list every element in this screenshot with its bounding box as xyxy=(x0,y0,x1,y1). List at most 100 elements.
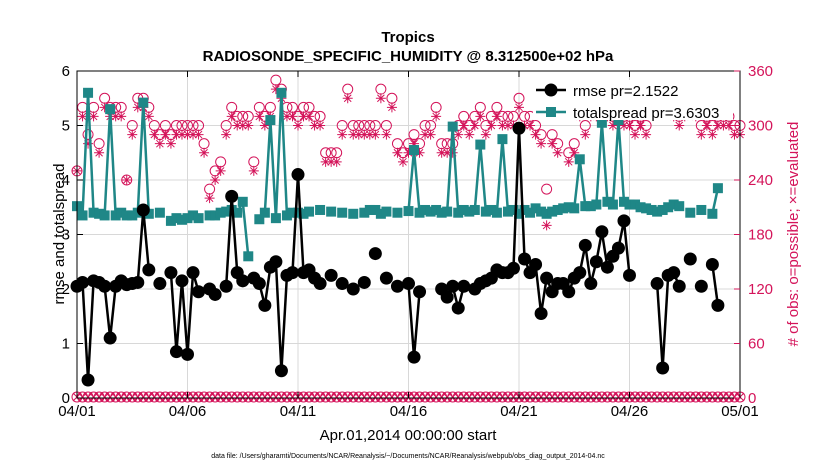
rmse-point xyxy=(711,298,725,312)
rmse-point xyxy=(291,168,305,182)
evaluated-obs-marker xyxy=(447,147,458,158)
evaluated-obs-marker xyxy=(370,129,381,140)
totalspread-point xyxy=(270,213,281,224)
totalspread-point xyxy=(370,204,381,215)
totalspread-point xyxy=(182,213,193,224)
evaluated-obs-marker xyxy=(165,138,176,149)
evaluated-obs-marker xyxy=(342,93,353,104)
totalspread-point xyxy=(525,207,536,218)
evaluated-obs-marker xyxy=(315,120,326,131)
totalspread-point xyxy=(569,203,580,214)
evaluated-obs-marker xyxy=(110,111,121,122)
totalspread-point xyxy=(480,206,491,217)
totalspread-point xyxy=(138,97,149,108)
rmse-point xyxy=(623,268,636,282)
evaluated-obs-marker xyxy=(149,129,160,140)
totalspread-point xyxy=(375,208,386,219)
totalspread-point xyxy=(254,214,265,225)
totalspread-point xyxy=(409,145,420,156)
rmse-point xyxy=(446,279,460,293)
totalspread-point xyxy=(536,206,547,217)
evaluated-obs-marker xyxy=(563,156,574,167)
totalspread-point xyxy=(364,204,375,215)
rmse-point xyxy=(175,274,189,288)
evaluated-obs-marker xyxy=(480,129,491,140)
y-axis-label-left: rmse and totalspread xyxy=(51,164,68,305)
rmse-point xyxy=(346,282,360,296)
y-tick-label-left: 5 xyxy=(62,118,70,135)
evaluated-obs-marker xyxy=(116,111,127,122)
rmse-point xyxy=(683,252,697,266)
totalspread-point xyxy=(613,115,624,126)
legend: rmse pr=2.1522 totalspread pr=3.6303 xyxy=(533,80,733,122)
evaluated-obs-marker xyxy=(364,129,375,140)
rmse-point xyxy=(76,275,90,289)
totalspread-point xyxy=(193,213,204,224)
evaluated-obs-marker xyxy=(304,111,315,122)
evaluated-obs-marker xyxy=(182,129,193,140)
totalspread-point xyxy=(348,208,359,219)
y-tick-label-left: 2 xyxy=(62,281,70,298)
evaluated-obs-marker xyxy=(210,175,221,185)
evaluated-obs-marker xyxy=(497,120,508,131)
y-tick-label-left: 4 xyxy=(62,172,70,189)
totalspread-point xyxy=(469,204,480,215)
totalspread-point xyxy=(359,207,370,218)
totalspread-point xyxy=(143,208,154,219)
rmse-point xyxy=(153,277,167,291)
totalspread-point xyxy=(696,204,707,215)
y-tick-label-right: 60 xyxy=(748,336,765,353)
totalspread-point xyxy=(105,104,116,115)
line-series xyxy=(70,87,725,387)
rmse-point xyxy=(136,203,150,217)
totalspread-point xyxy=(558,203,569,214)
totalspread-point xyxy=(77,210,88,221)
totalspread-point xyxy=(646,204,657,215)
totalspread-point xyxy=(99,210,110,221)
rmse-point xyxy=(584,277,598,291)
rmse-point xyxy=(518,252,532,266)
evaluated-obs-marker xyxy=(530,129,541,140)
totalspread-point xyxy=(514,208,524,219)
evaluated-obs-marker xyxy=(193,129,204,140)
evaluated-obs-marker xyxy=(718,120,729,131)
rmse-point xyxy=(169,345,183,359)
y-tick-label-right: 300 xyxy=(748,118,773,135)
evaluated-obs-marker xyxy=(729,129,740,140)
totalspread-point xyxy=(165,215,176,226)
evaluated-obs-marker xyxy=(248,165,259,176)
totalspread-point xyxy=(663,202,674,213)
evaluated-obs-marker xyxy=(287,111,298,122)
evaluated-obs-marker xyxy=(618,120,629,131)
evaluated-obs-marker xyxy=(232,120,243,131)
totalspread-point xyxy=(403,206,414,217)
evaluated-obs-marker xyxy=(607,120,618,131)
totalspread-point xyxy=(530,203,541,214)
evaluated-obs-marker xyxy=(486,120,497,131)
evaluated-obs-marker xyxy=(420,129,431,140)
rmse-point xyxy=(611,241,625,255)
totalspread-point xyxy=(88,207,99,218)
rmse-point xyxy=(181,347,194,361)
rmse-point xyxy=(562,285,576,299)
evaluated-obs-marker xyxy=(309,120,320,131)
totalspread-point xyxy=(707,208,718,219)
rmse-point xyxy=(142,263,156,277)
x-tick-label: 04/21 xyxy=(500,403,538,420)
legend-rmse-label: rmse pr=2.1522 xyxy=(573,83,678,100)
y-axis-label-right: # of obs: o=possible; ×=evaluated xyxy=(785,122,802,347)
totalspread-point xyxy=(110,210,121,221)
evaluated-obs-marker xyxy=(320,156,331,167)
rmse-point xyxy=(617,214,631,228)
totalspread-point xyxy=(519,204,530,215)
totalspread-point xyxy=(298,208,309,219)
totalspread-point xyxy=(508,204,519,215)
evaluated-obs-marker xyxy=(436,147,447,158)
evaluated-obs-marker xyxy=(99,102,110,113)
rmse-point xyxy=(103,331,117,345)
y-tick-label-left: 1 xyxy=(62,336,70,353)
totalspread-point xyxy=(425,206,436,217)
evaluated-obs-marker xyxy=(121,175,132,185)
rmse-point xyxy=(694,279,708,293)
totalspread-point xyxy=(83,87,94,98)
